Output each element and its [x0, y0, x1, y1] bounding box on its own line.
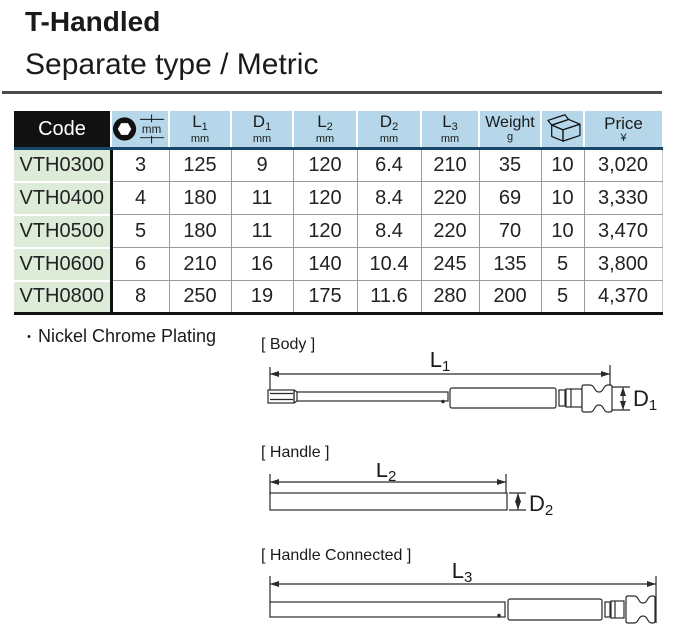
weight-cell: 135	[479, 247, 542, 281]
body-diagram: L1 D1	[267, 352, 657, 414]
code-cell: VTH0300	[14, 148, 113, 183]
l3-cell: 245	[421, 247, 480, 281]
hex-cell: 6	[111, 247, 170, 281]
plating-note-text: Nickel Chrome Plating	[38, 326, 217, 346]
handle-diagram: L2 D2	[269, 463, 553, 518]
plating-note: ・ Nickel Chrome Plating	[22, 326, 216, 347]
l1-cell: 250	[169, 280, 232, 314]
price-cell: 3,330	[584, 181, 663, 215]
price-cell: 4,370	[584, 280, 663, 314]
handle-connected-length-label: L3	[452, 563, 473, 586]
l1-cell: 210	[169, 247, 232, 281]
handle-diagram-label: [ Handle ]	[261, 444, 330, 461]
d1-cell: 9	[231, 148, 294, 182]
bullet: ・	[22, 329, 36, 345]
l2-cell: 140	[293, 247, 358, 281]
header-price: Price ¥	[584, 111, 662, 150]
hex-cell: 5	[111, 214, 170, 248]
l3-cell: 220	[421, 214, 480, 248]
d2-cell: 6.4	[357, 148, 422, 182]
hex-socket-icon: mm	[112, 114, 165, 144]
l1-cell: 125	[169, 148, 232, 182]
title-divider	[2, 91, 662, 94]
svg-text:mm: mm	[142, 124, 161, 136]
page-title: T-Handled	[25, 6, 161, 37]
handle-diameter-label: D2	[529, 491, 553, 518]
table-row: VTH0400 4 180 11 120 8.4 220 69 10 3,330	[14, 181, 663, 216]
header-l1: L1 mm	[169, 111, 232, 150]
body-diameter-label: D1	[633, 386, 657, 414]
l2-cell: 175	[293, 280, 358, 314]
code-cell: VTH0600	[14, 247, 113, 282]
weight-cell: 70	[479, 214, 542, 248]
l1-cell: 180	[169, 214, 232, 248]
handle-connected-diagram-label: [ Handle Connected ]	[261, 547, 412, 564]
weight-cell: 200	[479, 280, 542, 314]
header-hex-size: mm	[111, 111, 170, 150]
pack-cell: 10	[541, 148, 585, 182]
header-d2: D2 mm	[357, 111, 422, 150]
l3-cell: 210	[421, 148, 480, 182]
table-header-row: Code mm L1	[14, 111, 662, 150]
weight-cell: 35	[479, 148, 542, 182]
pack-cell: 10	[541, 181, 585, 215]
hex-cell: 8	[111, 280, 170, 314]
l2-cell: 120	[293, 148, 358, 182]
l3-cell: 220	[421, 181, 480, 215]
body-diagram-label: [ Body ]	[261, 336, 316, 353]
spec-table: Code mm L1	[14, 111, 663, 315]
price-cell: 3,800	[584, 247, 663, 281]
code-cell: VTH0500	[14, 214, 113, 249]
pack-cell: 5	[541, 247, 585, 281]
table-row: VTH0500 5 180 11 120 8.4 220 70 10 3,470	[14, 214, 663, 249]
box-icon	[547, 114, 581, 142]
l2-cell: 120	[293, 214, 358, 248]
hex-cell: 3	[111, 148, 170, 182]
pack-cell: 5	[541, 280, 585, 314]
header-weight: Weight g	[479, 111, 542, 150]
table-row: VTH0600 6 210 16 140 10.4 245 135 5 3,80…	[14, 247, 663, 282]
l1-cell: 180	[169, 181, 232, 215]
d1-cell: 11	[231, 214, 294, 248]
weight-cell: 69	[479, 181, 542, 215]
hex-cell: 4	[111, 181, 170, 215]
table-row: VTH0800 8 250 19 175 11.6 280 200 5 4,37…	[14, 280, 663, 314]
handle-connected-diagram: L3	[269, 563, 657, 624]
header-l2: L2 mm	[293, 111, 358, 150]
table-row: VTH0300 3 125 9 120 6.4 210 35 10 3,020	[14, 148, 663, 183]
header-l3: L3 mm	[421, 111, 480, 150]
d1-cell: 19	[231, 280, 294, 314]
pack-cell: 10	[541, 214, 585, 248]
code-cell: VTH0800	[14, 280, 113, 314]
l2-cell: 120	[293, 181, 358, 215]
header-code: Code	[14, 111, 112, 150]
body-length-label: L1	[430, 352, 451, 375]
l3-cell: 280	[421, 280, 480, 314]
code-cell: VTH0400	[14, 181, 113, 216]
price-cell: 3,020	[584, 148, 663, 182]
d2-cell: 8.4	[357, 181, 422, 215]
header-pack-qty	[541, 111, 585, 150]
header-d1: D1 mm	[231, 111, 294, 150]
d2-cell: 10.4	[357, 247, 422, 281]
handle-length-label: L2	[376, 463, 397, 485]
page-subtitle: Separate type / Metric	[25, 48, 319, 81]
d2-cell: 8.4	[357, 214, 422, 248]
d1-cell: 16	[231, 247, 294, 281]
d1-cell: 11	[231, 181, 294, 215]
d2-cell: 11.6	[357, 280, 422, 314]
price-cell: 3,470	[584, 214, 663, 248]
